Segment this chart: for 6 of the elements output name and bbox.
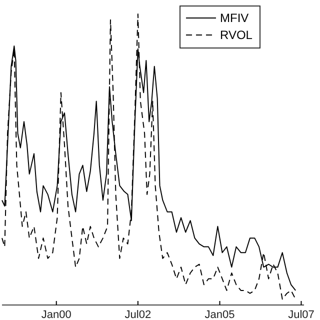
legend-label: MFIV [220,11,249,25]
x-tick-label: Jan00 [41,308,72,320]
x-tick-label: Jan05 [204,308,235,320]
legend-label: RVOL [220,28,253,42]
x-tick-label: Jul02 [124,308,152,320]
x-tick-label: Jul07 [288,308,314,320]
